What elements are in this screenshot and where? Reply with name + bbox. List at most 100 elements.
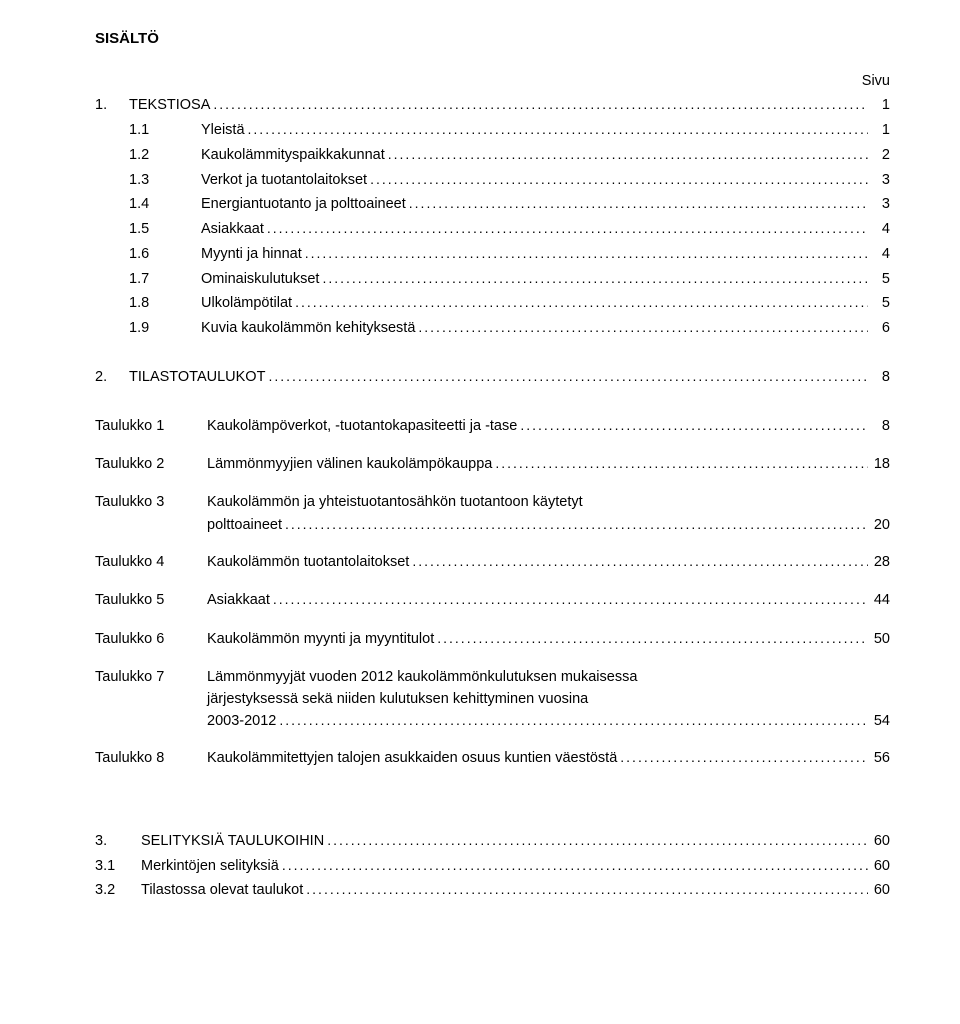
dot-leader xyxy=(367,169,868,190)
toc-row: 1.1Yleistä 1 xyxy=(95,119,890,142)
toc-row: 3.1Merkintöjen selityksiä 60 xyxy=(95,855,890,878)
entry-text: Ulkolämpötilat xyxy=(201,293,292,315)
toc-row: 1.4Energiantuotanto ja polttoaineet 3 xyxy=(95,193,890,216)
table-label: Taulukko 2 xyxy=(95,454,207,476)
page-number: 8 xyxy=(868,416,890,438)
table-title: Asiakkaat xyxy=(207,590,270,612)
table-title: Kaukolämmitettyjen talojen asukkaiden os… xyxy=(207,748,617,770)
toc-row: 1.3Verkot ja tuotantolaitokset 3 xyxy=(95,169,890,192)
page-number: 60 xyxy=(868,831,890,853)
dot-leader xyxy=(492,453,868,474)
table-label: Taulukko 7 xyxy=(95,667,207,689)
entry-subnumber: 1.6 xyxy=(129,244,201,266)
entry-subnumber: 1.3 xyxy=(129,170,201,192)
dot-leader xyxy=(282,514,868,535)
toc-row: 3.2Tilastossa olevat taulukot 60 xyxy=(95,879,890,902)
dot-leader xyxy=(279,855,868,876)
toc-row: 1.5Asiakkaat4 xyxy=(95,218,890,241)
toc-row: 1.TEKSTIOSA1 xyxy=(95,94,890,117)
page-number: 8 xyxy=(868,367,890,389)
section-text: TILASTOTAULUKOT xyxy=(129,367,265,389)
dot-leader xyxy=(434,628,868,649)
entry-number: 3.2 xyxy=(95,880,141,902)
page-number: 18 xyxy=(868,454,890,476)
table-title-line: järjestyksessä sekä niiden kulutuksen ke… xyxy=(95,689,890,711)
entry-number: 3.1 xyxy=(95,856,141,878)
page-number: 60 xyxy=(868,880,890,902)
table-title: Lämmönmyyjien välinen kaukolämpökauppa xyxy=(207,454,492,476)
table-label: Taulukko 5 xyxy=(95,590,207,612)
dot-leader xyxy=(210,94,868,115)
entry-text: Kuvia kaukolämmön kehityksestä xyxy=(201,318,415,340)
entry-text: Tilastossa olevat taulukot xyxy=(141,880,303,902)
page-number: 2 xyxy=(868,145,890,167)
page-number: 44 xyxy=(868,590,890,612)
table-entry: Taulukko 3Kaukolämmön ja yhteistuotantos… xyxy=(95,492,890,537)
entry-subnumber: 1.5 xyxy=(129,219,201,241)
toc-section-3: 3.SELITYKSIÄ TAULUKOIHIN603.1Merkintöjen… xyxy=(95,830,890,902)
table-entry: Taulukko 7Lämmönmyyjät vuoden 2012 kauko… xyxy=(95,667,890,733)
table-entry: Taulukko 1Kaukolämpöverkot, -tuotantokap… xyxy=(95,415,890,438)
page-number: 20 xyxy=(868,515,890,537)
dot-leader xyxy=(406,193,868,214)
page-number: 28 xyxy=(868,552,890,574)
page-column-label: Sivu xyxy=(95,71,890,93)
entry-text: Verkot ja tuotantolaitokset xyxy=(201,170,367,192)
dot-leader xyxy=(265,366,868,387)
page-number: 3 xyxy=(868,194,890,216)
dot-leader xyxy=(319,268,868,289)
toc-row: 1.2Kaukolämmityspaikkakunnat2 xyxy=(95,144,890,167)
dot-leader xyxy=(276,710,868,731)
page-number: 5 xyxy=(868,269,890,291)
entry-subnumber: 1.7 xyxy=(129,269,201,291)
entry-subnumber: 1.8 xyxy=(129,293,201,315)
table-label: Taulukko 4 xyxy=(95,552,207,574)
table-title: Kaukolämmön myynti ja myyntitulot xyxy=(207,629,434,651)
entry-text: SELITYKSIÄ TAULUKOIHIN xyxy=(141,831,324,853)
table-title: Kaukolämmön tuotantolaitokset xyxy=(207,552,409,574)
page-number: 60 xyxy=(868,856,890,878)
table-title-line: Kaukolämmön ja yhteistuotantosähkön tuot… xyxy=(207,492,583,514)
table-label: Taulukko 8 xyxy=(95,748,207,770)
entry-number: 3. xyxy=(95,831,141,853)
entry-text: Merkintöjen selityksiä xyxy=(141,856,279,878)
section-number: 2. xyxy=(95,367,129,389)
dot-leader xyxy=(292,292,868,313)
table-entry: Taulukko 8Kaukolämmitettyjen talojen asu… xyxy=(95,747,890,770)
table-title: Kaukolämpöverkot, -tuotantokapasiteetti … xyxy=(207,416,517,438)
table-entry: Taulukko 2Lämmönmyyjien välinen kaukoläm… xyxy=(95,453,890,476)
dot-leader xyxy=(385,144,868,165)
dot-leader xyxy=(517,415,868,436)
entry-subnumber: 1.4 xyxy=(129,194,201,216)
dot-leader xyxy=(270,589,868,610)
toc-row: 1.6Myynti ja hinnat4 xyxy=(95,243,890,266)
tables-list: Taulukko 1Kaukolämpöverkot, -tuotantokap… xyxy=(95,415,890,786)
page-number: 1 xyxy=(868,95,890,117)
page-number: 56 xyxy=(868,748,890,770)
entry-text: Ominaiskulutukset xyxy=(201,269,319,291)
toc-section-2: 2. TILASTOTAULUKOT 8 xyxy=(95,366,890,389)
table-title-line: 2003-2012 xyxy=(207,711,276,733)
dot-leader xyxy=(617,747,868,768)
dot-leader xyxy=(303,879,868,900)
toc-row: 1.8Ulkolämpötilat5 xyxy=(95,292,890,315)
page-number: 54 xyxy=(868,711,890,733)
page-number: 4 xyxy=(868,244,890,266)
table-label: Taulukko 1 xyxy=(95,416,207,438)
dot-leader xyxy=(409,551,868,572)
dot-leader xyxy=(415,317,868,338)
entry-text: Yleistä xyxy=(201,120,245,142)
page-number: 3 xyxy=(868,170,890,192)
entry-subnumber: 1.9 xyxy=(129,318,201,340)
entry-text: Kaukolämmityspaikkakunnat xyxy=(201,145,385,167)
page-number: 1 xyxy=(868,120,890,142)
entry-subnumber: 1.1 xyxy=(129,120,201,142)
table-entry: Taulukko 4Kaukolämmön tuotantolaitokset 2… xyxy=(95,551,890,574)
dot-leader xyxy=(245,119,868,140)
entry-text: Energiantuotanto ja polttoaineet xyxy=(201,194,406,216)
page-number: 6 xyxy=(868,318,890,340)
dot-leader xyxy=(302,243,868,264)
table-entry: Taulukko 6Kaukolämmön myynti ja myyntitu… xyxy=(95,628,890,651)
toc-section-1: 1.TEKSTIOSA11.1Yleistä11.2Kaukolämmitysp… xyxy=(95,94,890,340)
toc-row: 1.7Ominaiskulutukset 5 xyxy=(95,268,890,291)
